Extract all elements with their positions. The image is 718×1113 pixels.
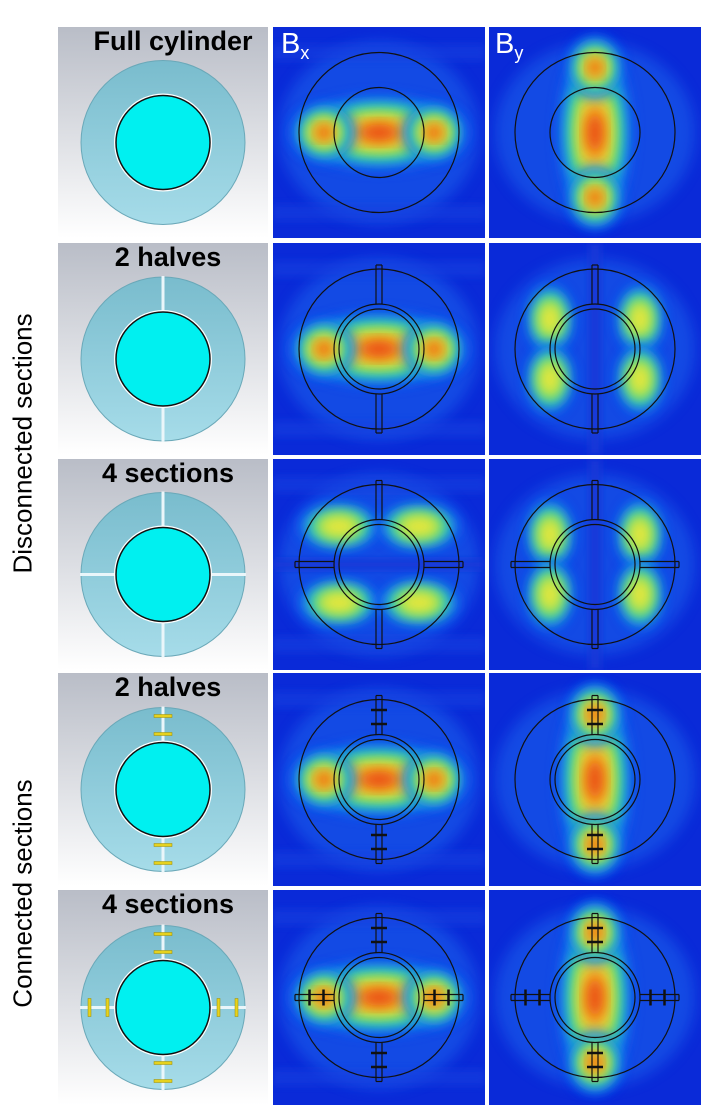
field-map-bx xyxy=(273,459,485,670)
geometry-panel xyxy=(58,673,268,886)
resonator-outline xyxy=(294,912,464,1083)
geometry-panel xyxy=(58,27,268,238)
field-map-by xyxy=(489,243,701,455)
inner-core xyxy=(115,741,211,838)
column-label-bx: Bx xyxy=(281,28,310,63)
field-map-by xyxy=(489,890,701,1105)
field-map-by xyxy=(489,27,701,238)
geometry-panel xyxy=(58,890,268,1105)
inner-core xyxy=(115,959,211,1056)
field-map-by xyxy=(489,459,701,670)
field-map-by xyxy=(489,673,701,886)
column-subscript: x xyxy=(300,43,310,63)
column-symbol: B xyxy=(495,28,515,60)
group-label-connected: Connected sections xyxy=(7,779,38,1008)
row-label: 4 sections xyxy=(101,458,235,488)
row-label: 4 sections xyxy=(101,889,235,919)
resonator-outline xyxy=(510,479,680,650)
resonator-outline xyxy=(510,912,680,1083)
row-label: 2 halves xyxy=(114,672,222,702)
column-label-by: By xyxy=(495,28,524,63)
field-map-bx xyxy=(273,890,485,1105)
resonator-outline xyxy=(298,51,460,214)
row-label: Full cylinder xyxy=(93,26,253,56)
field-map-bx xyxy=(273,27,485,238)
field-map-bx xyxy=(273,243,485,455)
column-subscript: y xyxy=(514,43,524,63)
resonator-outline xyxy=(514,264,676,434)
geometry-panel xyxy=(58,459,268,670)
resonator-outline xyxy=(294,479,464,650)
column-symbol: B xyxy=(281,28,301,60)
inner-core xyxy=(115,94,211,191)
resonator-outline xyxy=(298,694,460,865)
row-label: 2 halves xyxy=(114,242,222,272)
geometry-panel xyxy=(58,243,268,455)
field-map-bx xyxy=(273,673,485,886)
resonator-outline xyxy=(514,51,676,214)
resonator-outline xyxy=(298,264,460,434)
inner-core xyxy=(115,311,211,407)
inner-core xyxy=(115,526,211,623)
group-label-disconnected: Disconnected sections xyxy=(7,313,38,574)
resonator-outline xyxy=(514,694,676,865)
